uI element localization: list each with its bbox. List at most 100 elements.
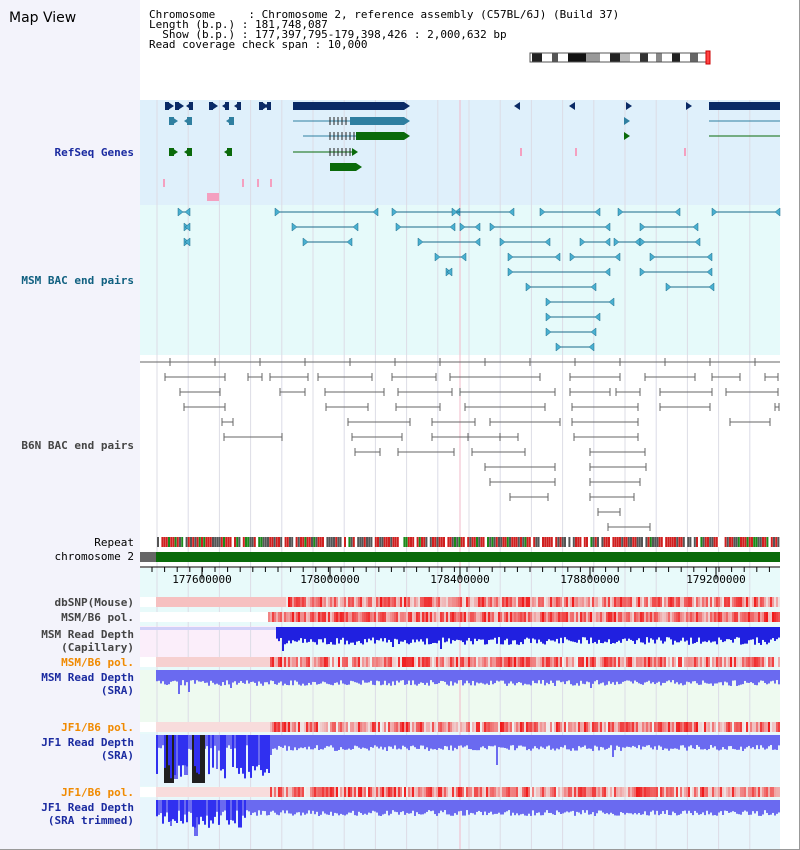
dbsnp-mark: [162, 597, 164, 607]
pol-mark: [252, 722, 254, 732]
strand-arrow: [404, 132, 410, 140]
pol-mark: [246, 787, 248, 797]
pol-mark: [556, 787, 558, 797]
repeat-mark: [656, 537, 659, 547]
exon: [165, 102, 169, 110]
jf1-sra-depth-bar: [704, 735, 706, 749]
jf1-sra-depth-bar: [672, 735, 674, 749]
track-label-repeat[interactable]: Repeat: [94, 536, 134, 549]
jf1-sra-depth-bar: [420, 735, 422, 746]
jf1-sra-depth-bar: [344, 735, 346, 750]
msm-capillary-depth-bar: [506, 627, 508, 639]
msm-capillary-depth-bar: [602, 627, 604, 644]
track-label-dbsnp[interactable]: dbSNP(Mouse): [54, 596, 134, 609]
pol-mark: [696, 787, 698, 797]
pol-mark: [252, 787, 254, 797]
msm-sra-depth-bar: [672, 670, 674, 681]
track-label-msm-read-depth-capillary[interactable]: MSM Read Depth (Capillary): [41, 628, 134, 654]
repeat-mark: [295, 537, 298, 547]
msm-sra-depth-bar: [228, 670, 230, 685]
msm-capillary-depth-bar: [326, 627, 328, 645]
jf1-trimmed-depth-bar: [704, 800, 706, 816]
pol-mark: [664, 722, 666, 732]
pol-mark: [626, 657, 628, 667]
strand-arrow: [356, 163, 362, 171]
msm-sra-depth-bar: [418, 670, 420, 684]
pol-mark: [270, 657, 272, 667]
msm-sra-depth-bar: [172, 670, 174, 682]
dbsnp-mark: [322, 597, 324, 607]
track-label-refseq-genes[interactable]: RefSeq Genes: [54, 146, 134, 159]
pol-mark: [594, 787, 596, 797]
track-label-msm-b6-pol-sra[interactable]: MSM/B6 pol.: [61, 656, 134, 669]
pol-mark: [448, 657, 450, 667]
jf1-sra-depth-bar: [418, 735, 420, 749]
track-label-msm-read-depth-sra[interactable]: MSM Read Depth (SRA): [41, 671, 134, 697]
repeat-mark: [740, 537, 742, 547]
pol-mark: [250, 657, 252, 667]
pol-mark: [494, 612, 496, 622]
jf1-sra-depth-bar: [206, 735, 208, 747]
pol-mark: [332, 787, 334, 797]
jf1-trimmed-depth-bar: [624, 800, 626, 815]
track-label-b6n-bac[interactable]: B6N BAC end pairs: [21, 439, 134, 452]
msm-capillary-depth-bar: [312, 627, 314, 642]
pol-mark: [256, 787, 258, 797]
pol-mark: [338, 657, 340, 667]
msm-sra-depth-bar: [578, 670, 580, 686]
repeat-mark: [517, 537, 520, 547]
repeat-mark: [577, 537, 580, 547]
msm-capillary-depth-bar: [378, 627, 380, 641]
msm-sra-depth-bar: [662, 670, 664, 683]
dbsnp-mark: [278, 597, 280, 607]
jf1-sra-depth-bar: [674, 735, 676, 749]
pol-mark: [230, 787, 232, 797]
pol-mark: [182, 722, 184, 732]
repeat-mark: [559, 537, 562, 547]
pol-mark: [374, 657, 376, 667]
pol-mark: [624, 657, 626, 667]
dbsnp-mark: [652, 597, 654, 607]
pol-mark: [754, 612, 756, 622]
track-label-jf1-read-depth-trimmed[interactable]: JF1 Read Depth (SRA trimmed): [41, 801, 134, 827]
track-label-msm-b6-pol-capillary[interactable]: MSM/B6 pol.: [61, 611, 134, 624]
jf1-trimmed-depth-bar: [610, 800, 612, 813]
jf1-trimmed-depth-bar: [324, 800, 326, 814]
jf1-sra-depth-bar: [294, 735, 296, 748]
jf1-sra-depth-bar: [458, 735, 460, 746]
dbsnp-mark: [650, 597, 652, 607]
track-label-chromosome[interactable]: chromosome 2: [54, 550, 134, 563]
bac-end: [446, 267, 453, 277]
msm-capillary-depth-bar: [418, 627, 420, 642]
track-label-jf1-read-depth-sra[interactable]: JF1 Read Depth (SRA): [41, 736, 134, 762]
jf1-trimmed-depth-bar: [432, 800, 434, 811]
pol-mark: [460, 612, 462, 622]
jf1-trimmed-depth-bar: [244, 800, 246, 818]
repeat-mark: [608, 537, 610, 547]
jf1-sra-depth-bar: [160, 735, 162, 749]
jf1-sra-depth-bar: [764, 735, 766, 750]
jf1-trimmed-depth-bar: [486, 800, 488, 816]
jf1-trimmed-depth-bar: [326, 800, 328, 815]
jf1-trimmed-depth-bar: [210, 800, 212, 821]
pol-mark: [526, 787, 528, 797]
jf1-trimmed-depth-bar: [394, 800, 396, 812]
dbsnp-mark: [704, 597, 706, 607]
pol-mark: [500, 722, 502, 732]
track-label-msm-bac[interactable]: MSM BAC end pairs: [21, 274, 134, 287]
track-label-jf1-b6-pol-sra[interactable]: JF1/B6 pol.: [61, 721, 134, 734]
pol-mark: [414, 657, 416, 667]
repeat-mark: [390, 537, 393, 547]
pol-mark: [590, 722, 592, 732]
track-label-jf1-b6-pol-trimmed[interactable]: JF1/B6 pol.: [61, 786, 134, 799]
msm-sra-depth-bar: [716, 670, 718, 684]
pol-mark: [226, 787, 228, 797]
pol-mark: [552, 722, 554, 732]
pol-mark: [254, 657, 256, 667]
jf1-sra-depth-bar: [266, 735, 268, 769]
msm-capillary-depth-bar: [364, 627, 366, 640]
pol-mark: [398, 722, 400, 732]
msm-sra-depth-bar: [340, 670, 342, 681]
dbsnp-mark: [504, 597, 506, 607]
